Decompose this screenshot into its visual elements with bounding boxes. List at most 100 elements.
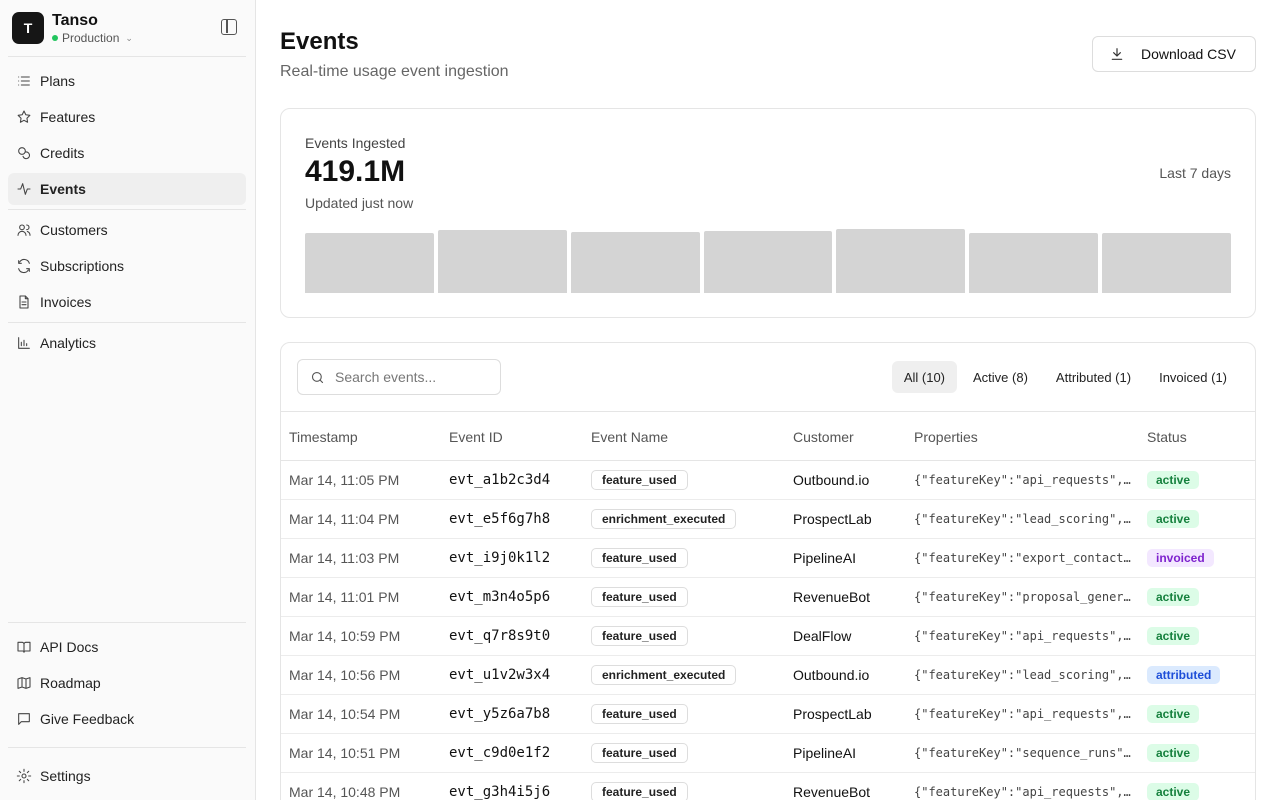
environment-selector[interactable]: Production ⌄ <box>52 31 133 45</box>
coins-icon <box>16 145 32 161</box>
workspace-switcher[interactable]: T Tanso Production ⌄ <box>12 12 244 46</box>
daily-bar[interactable] <box>1102 233 1231 293</box>
status-badge: active <box>1147 588 1200 606</box>
row-event-id: evt_a1b2c3d4 <box>449 472 551 488</box>
sidebar-item-settings[interactable]: Settings <box>8 760 246 792</box>
stat-range: Last 7 days <box>1159 165 1231 181</box>
status-badge: invoiced <box>1147 549 1214 567</box>
search-box[interactable] <box>297 359 501 395</box>
map-icon <box>16 675 32 691</box>
status-badge: active <box>1147 510 1200 528</box>
bar-chart-icon <box>16 335 32 351</box>
row-properties: {"featureKey":"lead_scoring","count":1} <box>914 668 1134 682</box>
row-event-id: evt_c9d0e1f2 <box>449 745 551 761</box>
status-badge: active <box>1147 627 1200 645</box>
download-icon <box>1111 48 1123 60</box>
table-row[interactable]: Mar 14, 10:54 PM evt_y5z6a7b8 feature_used… <box>281 695 1255 734</box>
sidebar-item-plans[interactable]: Plans <box>8 65 246 97</box>
sidebar-toggle-icon[interactable] <box>221 19 237 35</box>
table-row[interactable]: Mar 14, 10:51 PM evt_c9d0e1f2 feature_used… <box>281 734 1255 773</box>
refresh-icon <box>16 258 32 274</box>
filter-tab[interactable]: Invoiced (1) <box>1159 369 1227 385</box>
sidebar-item-give-feedback[interactable]: Give Feedback <box>8 703 246 735</box>
column-header[interactable]: Event Name <box>591 429 669 445</box>
daily-bar[interactable] <box>570 232 700 293</box>
stat-value: 419.1M <box>305 155 406 188</box>
column-header[interactable]: Customer <box>793 429 854 445</box>
divider <box>8 322 246 323</box>
search-icon <box>311 371 324 383</box>
row-event-name: feature_used <box>591 470 688 490</box>
row-customer: Outbound.io <box>793 472 870 488</box>
events-ingested-card: Events Ingested 419.1M Updated just now … <box>280 108 1256 318</box>
sidebar-item-label: Settings <box>40 768 91 784</box>
download-csv-label: Download CSV <box>1141 46 1236 62</box>
chevron-down-icon: ⌄ <box>125 33 133 43</box>
row-customer: DealFlow <box>793 628 852 644</box>
row-properties: {"featureKey":"api_requests","count":1} <box>914 707 1134 721</box>
sidebar: T Tanso Production ⌄ Plans Features Credit… <box>0 0 256 800</box>
sidebar-item-features[interactable]: Features <box>8 101 246 133</box>
row-event-id: evt_g3h4i5j6 <box>449 784 551 800</box>
status-badge: active <box>1147 471 1200 489</box>
row-event-id: evt_m3n4o5p6 <box>449 589 551 605</box>
divider <box>8 622 246 623</box>
sidebar-item-api-docs[interactable]: API Docs <box>8 631 246 663</box>
divider <box>8 209 246 210</box>
sidebar-item-credits[interactable]: Credits <box>8 137 246 169</box>
row-properties: {"featureKey":"api_requests","count":1} <box>914 473 1134 487</box>
daily-bar[interactable] <box>836 229 966 293</box>
sidebar-item-subscriptions[interactable]: Subscriptions <box>8 250 246 282</box>
table-row[interactable]: Mar 14, 10:56 PM evt_u1v2w3x4 enrichment_e… <box>281 656 1255 695</box>
row-timestamp: Mar 14, 10:51 PM <box>289 745 401 761</box>
status-badge: active <box>1147 705 1200 723</box>
sidebar-item-invoices[interactable]: Invoices <box>8 286 246 318</box>
gear-icon <box>16 768 32 784</box>
row-properties: {"featureKey":"export_contacts","count":… <box>914 551 1134 565</box>
sidebar-item-roadmap[interactable]: Roadmap <box>8 667 246 699</box>
status-badge: attributed <box>1147 666 1221 684</box>
table-row[interactable]: Mar 14, 10:48 PM evt_g3h4i5j6 feature_used… <box>281 773 1255 800</box>
column-header[interactable]: Event ID <box>449 429 503 445</box>
sidebar-item-label: Credits <box>40 145 85 161</box>
sidebar-item-label: Analytics <box>40 335 97 351</box>
sidebar-item-analytics[interactable]: Analytics <box>8 327 246 359</box>
environment-status-dot <box>52 35 58 41</box>
filter-tab[interactable]: Active (8) <box>973 369 1028 385</box>
row-event-name: feature_used <box>591 743 688 763</box>
table-row[interactable]: Mar 14, 11:03 PM evt_i9j0k1l2 feature_used… <box>281 539 1255 578</box>
sidebar-item-events[interactable]: Events <box>8 173 246 205</box>
stat-label: Events Ingested <box>305 135 406 151</box>
row-customer: ProspectLab <box>793 706 872 722</box>
table-row[interactable]: Mar 14, 11:04 PM evt_e5f6g7h8 enrichment_e… <box>281 500 1255 539</box>
column-header[interactable]: Timestamp <box>289 429 358 445</box>
stat-updated: Updated just now <box>305 195 414 211</box>
star-icon <box>16 109 32 125</box>
page-subtitle: Real-time usage event ingestion <box>280 63 509 80</box>
sidebar-item-label: Subscriptions <box>40 258 125 274</box>
column-header[interactable]: Properties <box>914 429 978 445</box>
table-row[interactable]: Mar 14, 10:59 PM evt_q7r8s9t0 feature_used… <box>281 617 1255 656</box>
sidebar-item-label: Invoices <box>40 294 92 310</box>
daily-bar[interactable] <box>703 230 833 293</box>
download-csv-button[interactable]: Download CSV <box>1092 36 1256 72</box>
table-row[interactable]: Mar 14, 11:05 PM evt_a1b2c3d4 feature_used… <box>281 461 1255 500</box>
sidebar-item-customers[interactable]: Customers <box>8 214 246 246</box>
daily-bar[interactable] <box>305 232 434 293</box>
filter-tab[interactable]: All (10) <box>891 361 958 393</box>
table-row[interactable]: Mar 14, 11:01 PM evt_m3n4o5p6 feature_used… <box>281 578 1255 617</box>
row-customer: RevenueBot <box>793 784 871 800</box>
row-customer: RevenueBot <box>793 589 871 605</box>
sidebar-item-label: Give Feedback <box>40 711 135 727</box>
column-header[interactable]: Status <box>1147 429 1187 445</box>
main-content: Events Real-time usage event ingestion D… <box>256 0 1280 800</box>
sidebar-item-label: Plans <box>40 73 76 89</box>
row-customer: Outbound.io <box>793 667 870 683</box>
users-icon <box>16 222 32 238</box>
daily-bar[interactable] <box>437 230 567 293</box>
search-input[interactable] <box>335 369 485 385</box>
filter-tab[interactable]: Attributed (1) <box>1055 369 1132 385</box>
daily-bar[interactable] <box>969 232 1099 293</box>
environment-label: Production <box>62 31 120 45</box>
row-event-id: evt_i9j0k1l2 <box>449 550 551 566</box>
